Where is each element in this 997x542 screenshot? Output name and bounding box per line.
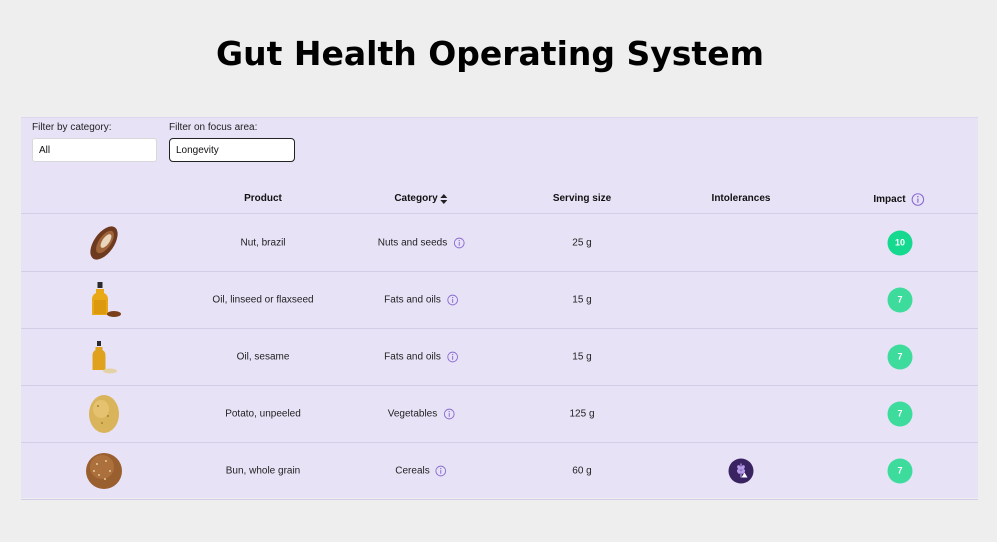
column-header-serving-size: Serving size	[552, 193, 612, 204]
column-header-product[interactable]: Product	[244, 193, 282, 204]
focus-area-filter-input[interactable]: Longevity	[169, 138, 295, 162]
table-row[interactable]: Potato, unpeeled Vegetables 125 g 7	[21, 385, 978, 443]
table-row[interactable]: Oil, sesame Fats and oils 15 g 7	[21, 328, 978, 386]
serving-size: 15 g	[572, 294, 592, 305]
category-cell: Fats and oils	[384, 351, 458, 362]
serving-size: 60 g	[572, 465, 592, 476]
gluten-warning-icon[interactable]	[728, 458, 754, 483]
impact-badge: 7	[887, 344, 913, 369]
category-filter-select[interactable]: All	[32, 138, 157, 162]
table-row[interactable]: Bun, whole grain Cereals 60 g 7	[21, 442, 978, 500]
serving-size: 125 g	[569, 408, 595, 419]
column-header-intolerances: Intolerances	[711, 193, 771, 204]
focus-area-filter: Filter on focus area: Longevity	[169, 122, 295, 162]
category-cell: Vegetables	[388, 408, 455, 419]
info-icon[interactable]	[447, 294, 458, 305]
linseed-oil-image	[84, 280, 124, 320]
brazil-nut-image	[84, 223, 124, 263]
sesame-oil-image	[84, 337, 124, 377]
serving-size: 25 g	[572, 237, 592, 248]
info-icon[interactable]	[435, 465, 447, 476]
product-name: Nut, brazil	[240, 237, 286, 248]
category-cell: Nuts and seeds	[378, 237, 465, 248]
table-header: Product Category Serving size Intoleranc…	[21, 190, 978, 214]
category-filter-label: Filter by category:	[32, 122, 112, 133]
impact-badge: 7	[887, 287, 913, 312]
focus-area-filter-label: Filter on focus area:	[169, 122, 258, 133]
column-header-category[interactable]: Category	[394, 193, 448, 204]
food-table-panel: Filter by category: All Filter on focus …	[21, 117, 978, 500]
page-title: Gut Health Operating System	[216, 34, 764, 73]
column-header-impact[interactable]: Impact	[873, 193, 925, 206]
category-cell: Cereals	[395, 465, 447, 476]
category-cell: Fats and oils	[384, 294, 458, 305]
category-filter: Filter by category: All	[32, 122, 157, 162]
info-icon[interactable]	[911, 193, 925, 206]
serving-size: 15 g	[572, 351, 592, 362]
product-name: Potato, unpeeled	[225, 408, 301, 419]
impact-badge: 10	[887, 230, 913, 255]
impact-badge: 7	[887, 401, 913, 426]
product-name: Oil, linseed or flaxseed	[212, 294, 314, 305]
potato-image	[84, 394, 124, 434]
whole-grain-bun-image	[84, 451, 124, 491]
impact-badge: 7	[887, 458, 913, 483]
info-icon[interactable]	[443, 408, 455, 419]
info-icon[interactable]	[447, 351, 458, 362]
table-row[interactable]: Nut, brazil Nuts and seeds 25 g 10	[21, 214, 978, 272]
table-row[interactable]: Oil, linseed or flaxseed Fats and oils 1…	[21, 271, 978, 329]
sort-icon[interactable]	[440, 193, 448, 204]
product-name: Oil, sesame	[236, 351, 290, 362]
info-icon[interactable]	[453, 237, 465, 248]
product-name: Bun, whole grain	[225, 465, 301, 476]
